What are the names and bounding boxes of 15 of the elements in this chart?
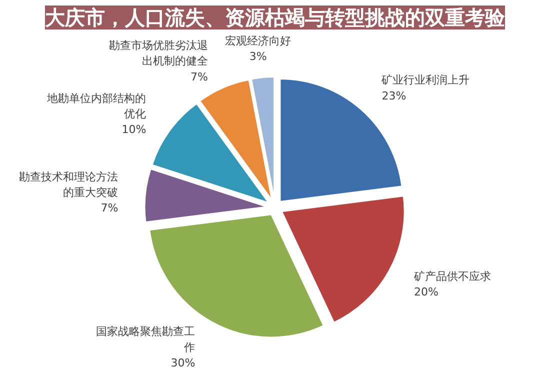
data-label: 3% (249, 50, 267, 64)
chart-title: 大庆市，人口流失、资源枯竭与转型挑战的双重考验 (45, 6, 506, 30)
data-label: 10% (122, 122, 146, 136)
data-label: 23% (382, 89, 406, 102)
slice-label: 勘查技术和理论方法的重大突破 (19, 170, 118, 200)
slice-label: 勘查市场优胜劣汰退出机制的健全 (108, 39, 208, 68)
data-label: 30% (170, 356, 196, 370)
slice-label: 矿产品供不应求 (412, 270, 491, 284)
data-label: 20% (414, 286, 438, 299)
data-label: 7% (190, 70, 208, 84)
data-label: 7% (100, 202, 118, 215)
slice-label: 矿业行业利润上升 (380, 74, 470, 87)
slice-label: 国家战略聚焦勘查工作 (96, 325, 196, 354)
slice-label: 地勘单位内部结构的优化 (46, 92, 146, 120)
slice-label: 宏观经济向好 (225, 34, 292, 48)
